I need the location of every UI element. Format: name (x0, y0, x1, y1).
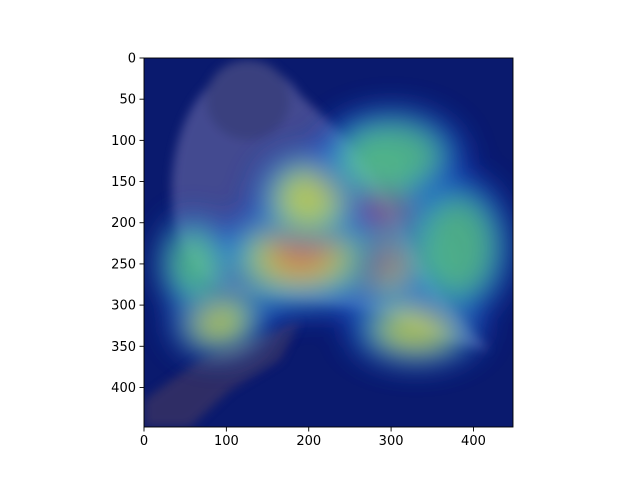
heat-contour (419, 198, 495, 297)
plot-area (144, 58, 513, 427)
branch-shape (144, 320, 300, 427)
heat-contour (168, 230, 219, 297)
y-tick-label: 0 (128, 52, 136, 67)
x-axis: 0 100 200 300 400 (140, 427, 486, 449)
x-tick-label: 400 (461, 434, 486, 449)
heat-contour (279, 172, 338, 224)
y-tick-label: 100 (111, 134, 136, 149)
bird-head-shape (206, 60, 290, 140)
x-tick-label: 0 (140, 434, 148, 449)
y-tick-label: 250 (111, 257, 136, 272)
x-tick-label: 200 (296, 434, 321, 449)
axes-frame (143, 57, 514, 428)
heat-hotspot (397, 168, 513, 327)
x-tick-label: 300 (379, 434, 404, 449)
y-tick-label: 200 (111, 216, 136, 231)
y-tick-label: 300 (111, 299, 136, 314)
y-tick-label: 400 (111, 381, 136, 396)
y-tick-label: 350 (111, 340, 136, 355)
y-tick-label: 50 (119, 93, 136, 108)
heat-contour (341, 123, 441, 190)
y-tick-label: 150 (111, 175, 136, 190)
heat-contour (380, 310, 452, 350)
heat-layer (153, 104, 513, 370)
y-axis: 0 50 100 150 200 250 300 350 400 (111, 52, 144, 396)
x-tick-label: 100 (214, 434, 239, 449)
heat-hotspot (153, 211, 233, 317)
